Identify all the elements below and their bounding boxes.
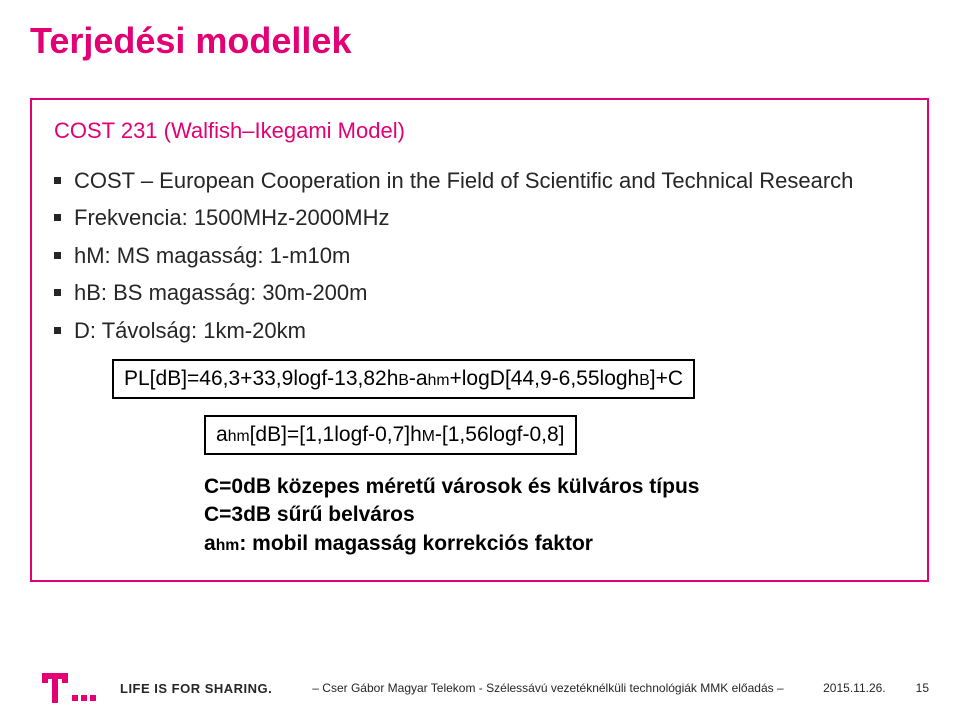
formula-sub: B: [398, 372, 409, 389]
note-line: C=0dB közepes méretű városok és külváros…: [204, 473, 905, 501]
formula-text: ]+C: [650, 367, 683, 390]
logo-dot: [90, 695, 96, 701]
bullet-item: hM: MS magasság: 1-m10m: [54, 237, 905, 274]
content-box: COST 231 (Walfish–Ikegami Model) COST – …: [30, 98, 929, 582]
footer-page-number: 15: [916, 681, 929, 695]
formula-sub: hm: [428, 372, 450, 389]
formula-text: [dB]=[1,1logf-0,7]h: [250, 423, 422, 446]
formula-box-1: PL[dB]=46,3+33,9logf-13,82hB-ahm+logD[44…: [112, 359, 695, 399]
bullet-list: COST – European Cooperation in the Field…: [54, 162, 905, 349]
footer-tagline: LIFE IS FOR SHARING.: [120, 681, 272, 696]
footer-text: – Cser Gábor Magyar Telekom - Szélessávú…: [312, 681, 793, 695]
telekom-logo: [42, 673, 96, 703]
logo-dot: [81, 695, 87, 701]
formula-sub: M: [422, 428, 435, 445]
formula-text: -[1,56logf-0,8]: [435, 423, 565, 446]
formula-sub: B: [639, 372, 650, 389]
note-text: a: [204, 532, 216, 555]
formula-text: PL[dB]=46,3+33,9logf-13,82h: [124, 367, 398, 390]
slide: Terjedési modellek COST 231 (Walfish–Ike…: [0, 0, 959, 717]
bullet-item: COST – European Cooperation in the Field…: [54, 162, 905, 199]
logo-dot: [72, 695, 78, 701]
bullet-item: D: Távolság: 1km-20km: [54, 312, 905, 349]
note-sub: hm: [216, 537, 240, 554]
footer-date: 2015.11.26.: [823, 681, 886, 695]
logo-dots: [72, 673, 96, 703]
formula-text: a: [216, 423, 228, 446]
slide-subtitle: COST 231 (Walfish–Ikegami Model): [54, 118, 905, 144]
note-line: ahm: mobil magasság korrekciós faktor: [204, 530, 905, 558]
formula-text: -a: [409, 367, 428, 390]
note-line: C=3dB sűrű belváros: [204, 501, 905, 529]
note-text: : mobil magasság korrekciós faktor: [239, 532, 593, 555]
t-logo-icon: [42, 673, 68, 703]
bullet-item: Frekvencia: 1500MHz-2000MHz: [54, 199, 905, 236]
formula-text: +logD[44,9-6,55logh: [450, 367, 640, 390]
slide-footer: LIFE IS FOR SHARING. – Cser Gábor Magyar…: [0, 673, 959, 703]
bullet-item: hB: BS magasság: 30m-200m: [54, 274, 905, 311]
slide-title: Terjedési modellek: [30, 20, 929, 62]
formula-sub: hm: [228, 428, 250, 445]
formula-box-2: ahm[dB]=[1,1logf-0,7]hM-[1,56logf-0,8]: [204, 415, 577, 455]
notes-block: C=0dB közepes méretű városok és külváros…: [204, 473, 905, 558]
